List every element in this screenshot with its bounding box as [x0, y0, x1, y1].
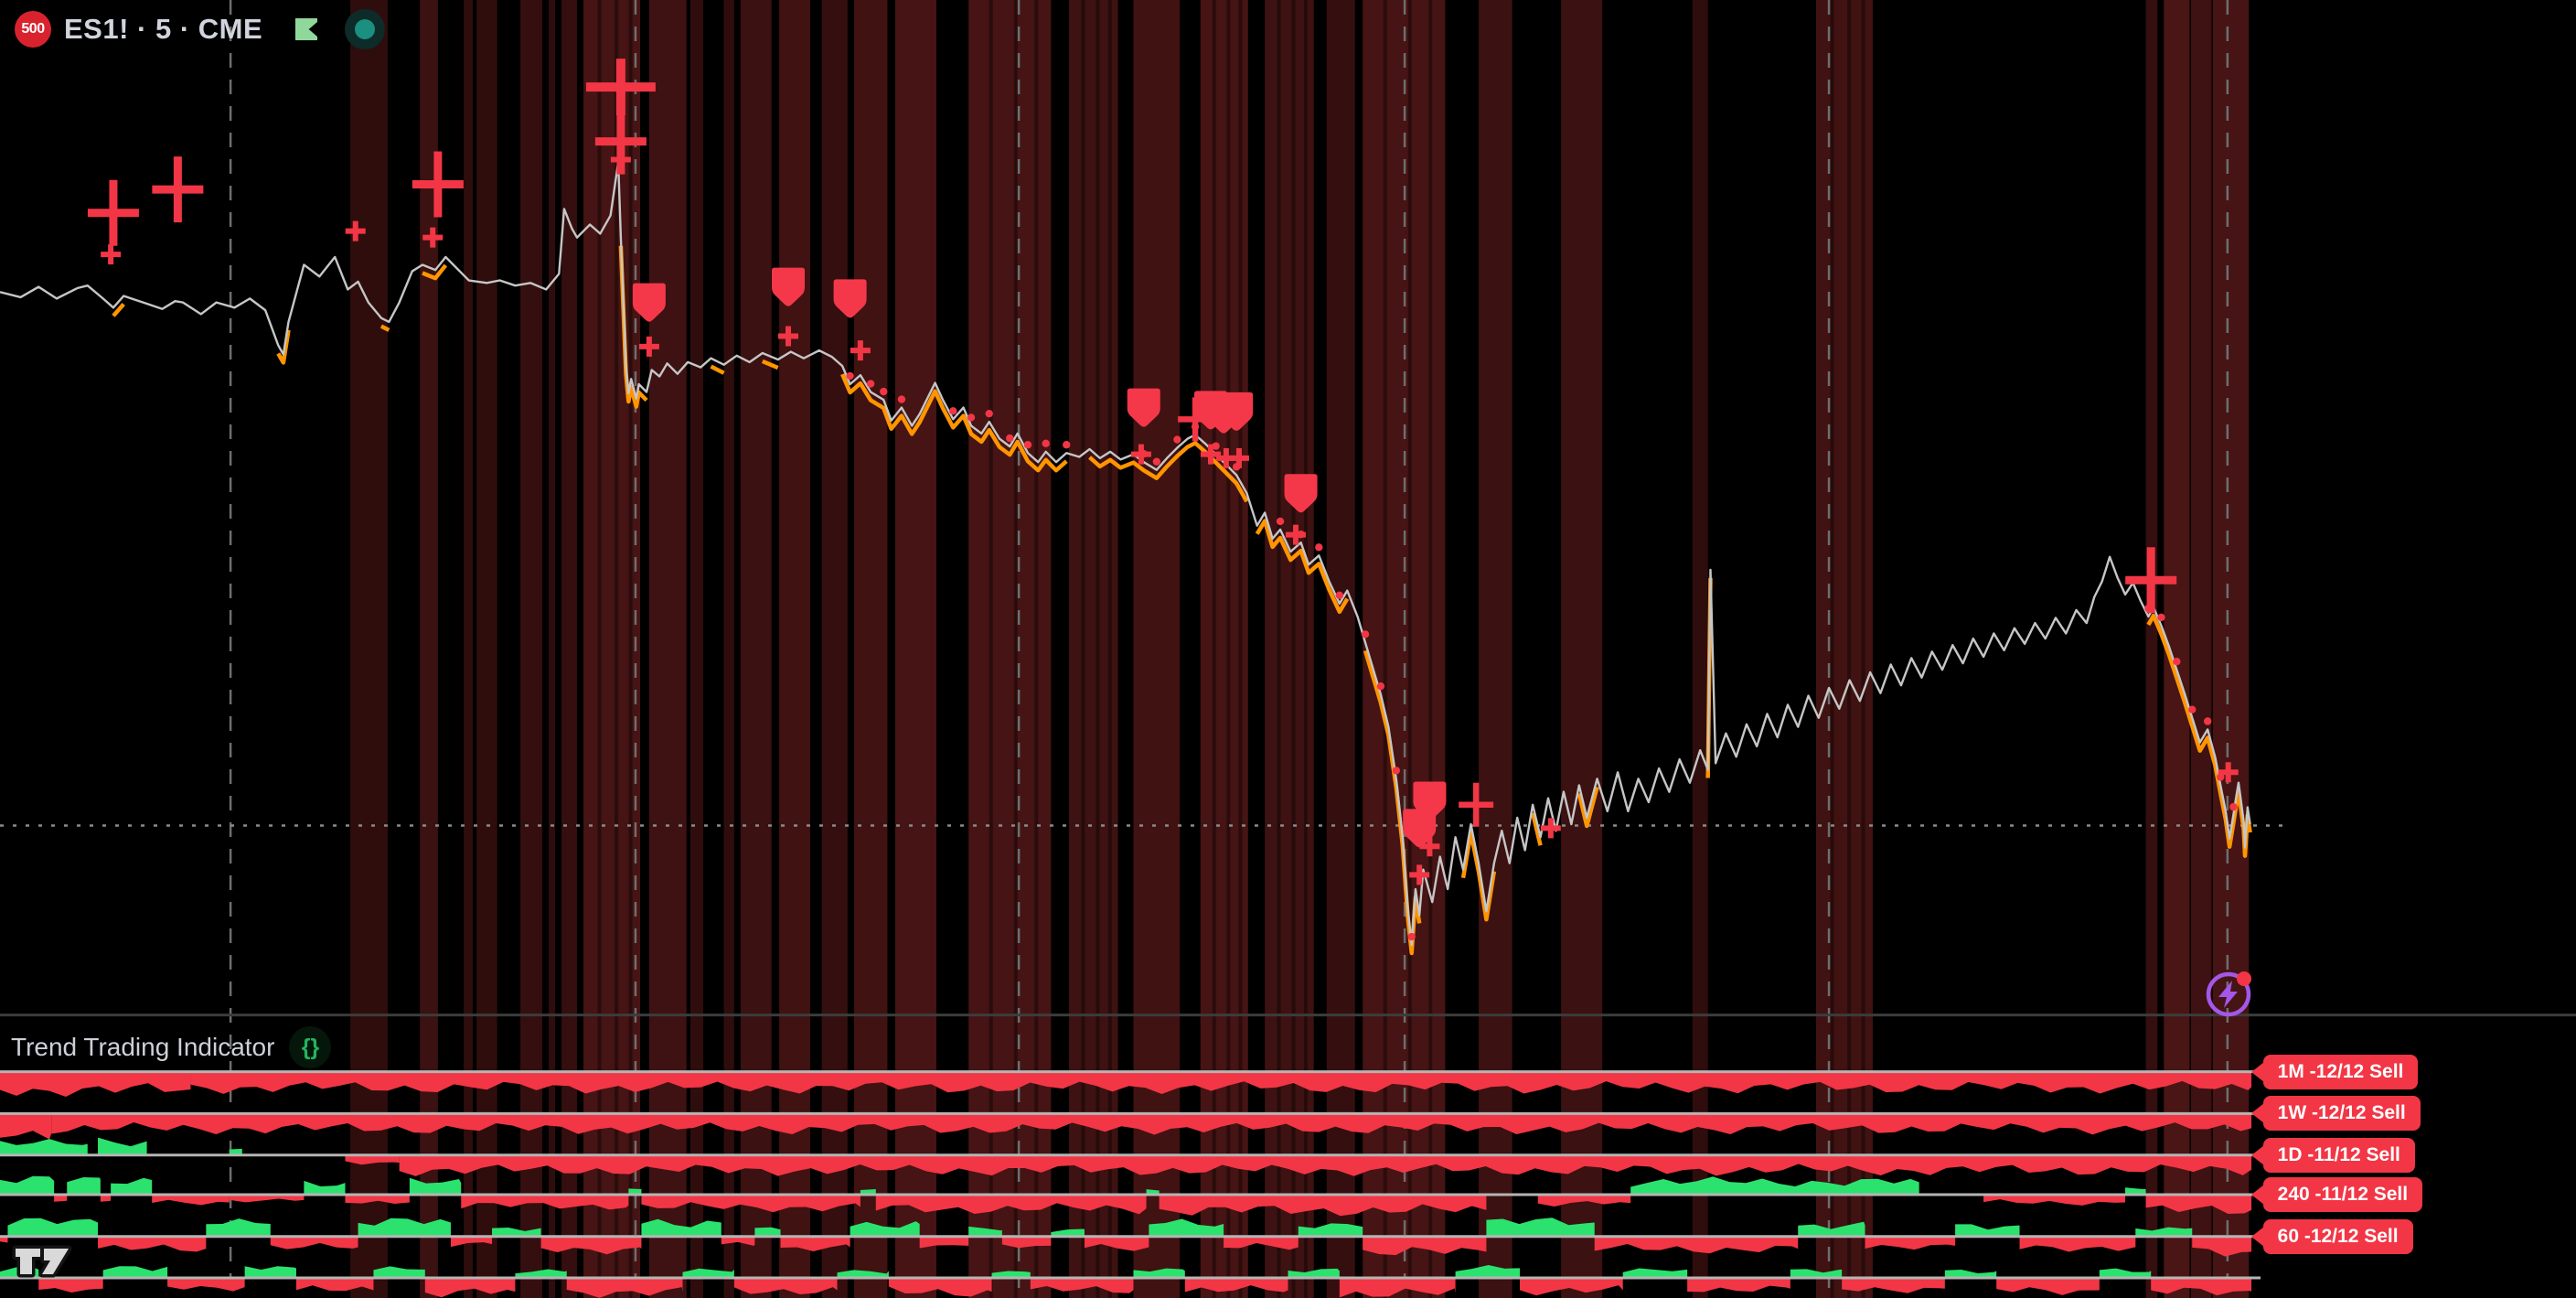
tradingview-logo[interactable]: [9, 1237, 75, 1284]
indicator-title[interactable]: Trend Trading Indicator: [11, 1033, 275, 1061]
signal-tag-label: 1D -11/12 Sell: [2277, 1143, 2400, 1165]
signal-tag-240: 240 -11/12 Sell: [2250, 1177, 2423, 1213]
chart-style-flag-icon[interactable]: [292, 15, 321, 44]
signal-tag-label: 240 -11/12 Sell: [2277, 1184, 2409, 1206]
signal-tag-1d: 1D -11/12 Sell: [2250, 1137, 2415, 1173]
signal-tag-60: 60 -12/12 Sell: [2250, 1218, 2413, 1254]
market-status-icon[interactable]: [345, 9, 386, 49]
signal-tag-label: 1W -12/12 Sell: [2277, 1102, 2406, 1124]
status-dot-icon: [355, 19, 376, 39]
signal-lightning-icon[interactable]: [2204, 968, 2255, 1019]
source-code-icon[interactable]: {}: [289, 1026, 332, 1068]
symbol-title[interactable]: ES1! · 5 · CME: [64, 13, 263, 45]
signal-tag-1m: 1M -12/12 Sell: [2250, 1054, 2419, 1089]
signal-tag-label: 1M -12/12 Sell: [2277, 1060, 2404, 1082]
indicator-header: Trend Trading Indicator {}: [11, 1026, 332, 1068]
sp500-badge: 500: [15, 11, 51, 48]
symbol-header: 500 ES1! · 5 · CME: [15, 9, 386, 49]
signal-tag-label: 60 -12/12 Sell: [2277, 1225, 2399, 1247]
signal-tag-1w: 1W -12/12 Sell: [2250, 1096, 2421, 1132]
